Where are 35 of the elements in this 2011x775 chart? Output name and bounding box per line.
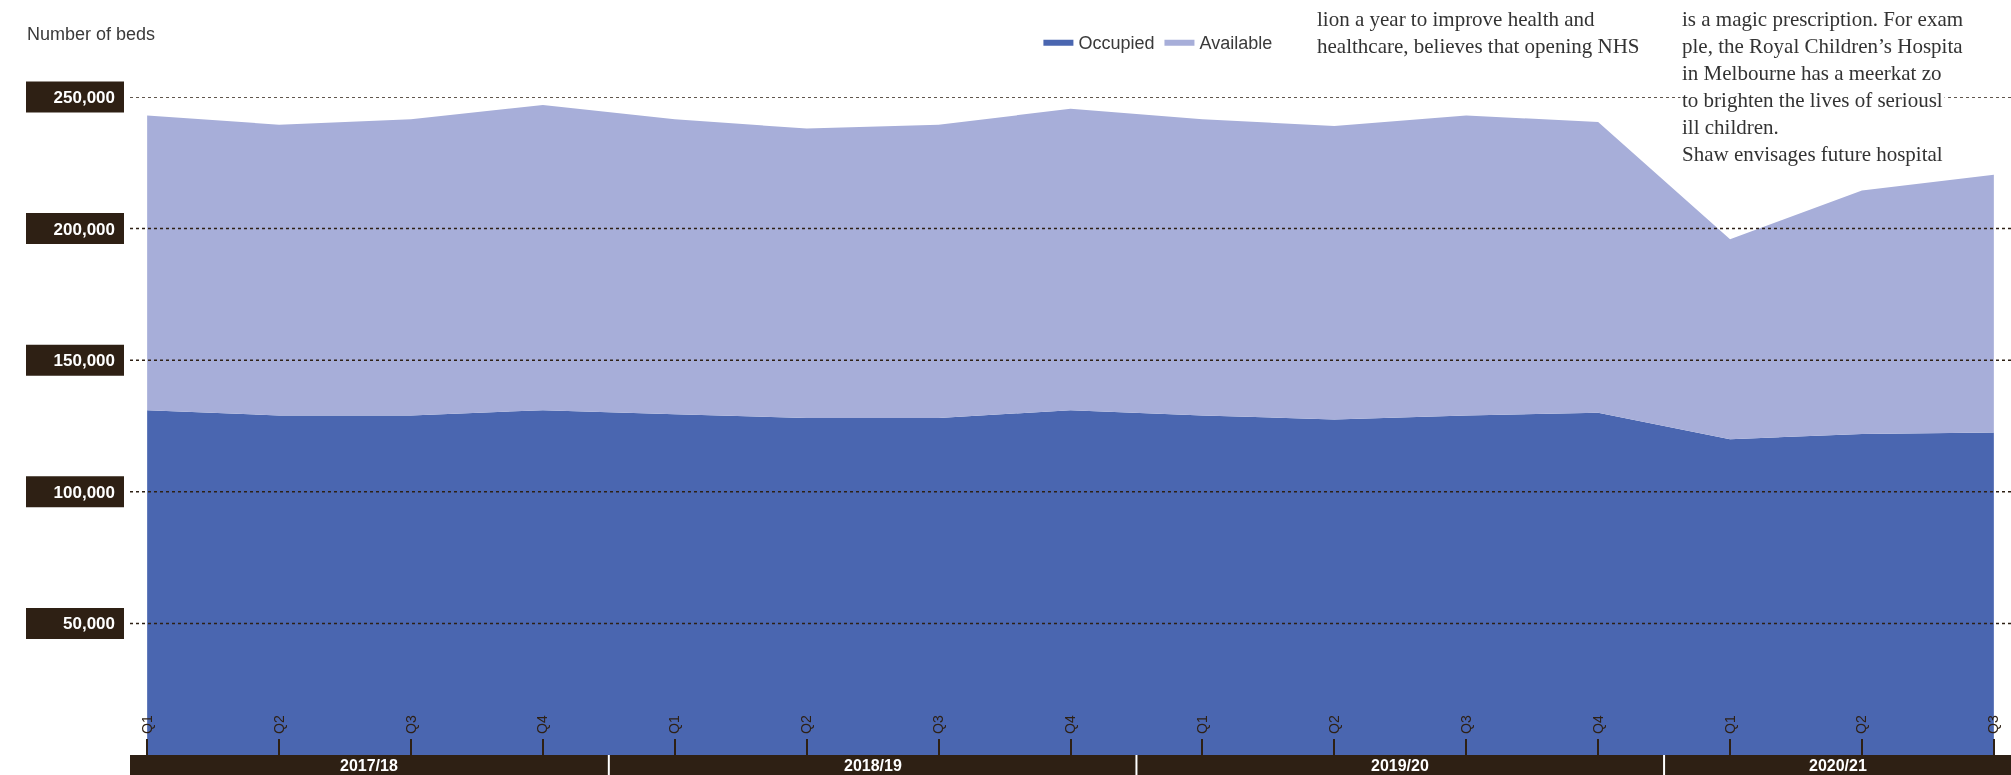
text: ple, the Royal Children’s Hospita [1682, 34, 1964, 58]
x-tick-label: Q4 [1589, 715, 1606, 734]
x-tick-label: Q4 [534, 715, 551, 734]
annotation: Shaw envisages future hospital [1682, 142, 1943, 166]
y-tick-label: 150,000 [53, 351, 115, 371]
annotation: to brighten the lives of seriousl [1682, 88, 1943, 112]
legend-label: Occupied [1078, 32, 1155, 53]
x-tick-label: Q2 [1853, 715, 1870, 734]
x-tick-label: Q3 [930, 715, 947, 734]
y-tick-label: 250,000 [53, 87, 115, 107]
y-tick-label: 200,000 [53, 219, 115, 239]
text: healthcare, believes that opening NHS [1317, 34, 1640, 58]
x-tick-label: Q3 [1457, 715, 1474, 734]
x-tick-label: Q4 [1062, 715, 1079, 734]
x-tick-label: Q3 [1985, 715, 2002, 734]
x-tick-label: Q1 [666, 715, 683, 734]
x-tick-label: Q1 [1193, 715, 1210, 734]
x-tick-label: Q2 [1325, 715, 1342, 734]
text: 2018/19 [844, 757, 902, 774]
y-tick-label: 50,000 [63, 614, 115, 634]
x-tick-label: Q3 [402, 715, 419, 734]
text: is a magic prescription. For exam [1682, 7, 1964, 31]
y-axis-title: Number of beds [27, 24, 156, 44]
text: in Melbourne has a meerkat zo [1682, 61, 1942, 85]
x-tick-label: Q2 [798, 715, 815, 734]
annotation: ill children. [1682, 115, 1779, 139]
text: 2019/20 [1371, 757, 1429, 774]
text: 2017/18 [340, 757, 398, 774]
legend-label: Available [1199, 32, 1273, 53]
y-tick-label: 100,000 [53, 482, 115, 502]
x-tick-label: Q1 [138, 715, 155, 734]
x-tick-label: Q2 [270, 715, 287, 734]
x-tick-label: Q1 [1721, 715, 1738, 734]
text: lion a year to improve health and [1317, 7, 1596, 31]
text: 2020/21 [1809, 757, 1867, 774]
